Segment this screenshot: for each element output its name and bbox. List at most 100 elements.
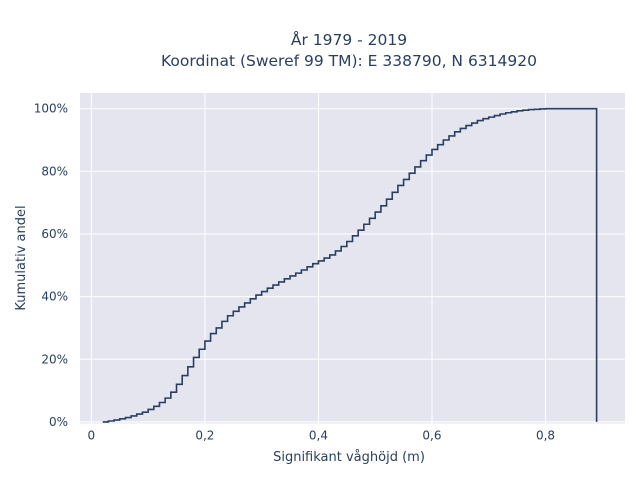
data-point <box>136 414 137 415</box>
data-point <box>511 111 512 112</box>
data-point <box>437 144 438 145</box>
data-point <box>358 230 359 231</box>
data-point <box>250 298 251 299</box>
data-point <box>471 122 472 123</box>
data-point <box>454 131 455 132</box>
y-tick-label: 100% <box>34 102 68 116</box>
data-point <box>289 275 290 276</box>
data-point <box>318 260 319 261</box>
data-point <box>443 139 444 140</box>
data-point <box>193 357 194 358</box>
y-tick-label: 40% <box>41 290 68 304</box>
data-point <box>494 115 495 116</box>
data-point <box>397 185 398 186</box>
data-point <box>306 266 307 267</box>
tick-labels: 0 0,2 0,4 0,6 0,8 0% 20% 40% 60% 80% 100% <box>34 102 555 443</box>
data-point <box>352 235 353 236</box>
x-tick-label: 0,6 <box>422 429 441 443</box>
data-point <box>528 109 529 110</box>
data-point <box>392 192 393 193</box>
data-point <box>522 110 523 111</box>
data-point <box>119 418 120 419</box>
data-point <box>482 118 483 119</box>
data-point <box>176 384 177 385</box>
data-point <box>165 398 166 399</box>
data-point <box>341 246 342 247</box>
data-point <box>573 108 574 109</box>
data-point <box>278 281 279 282</box>
data-point <box>170 392 171 393</box>
chart-subtitle: Koordinat (Sweref 99 TM): E 338790, N 63… <box>161 52 537 70</box>
data-point <box>403 179 404 180</box>
data-point <box>500 113 501 114</box>
data-point <box>153 406 154 407</box>
data-point <box>448 135 449 136</box>
data-point <box>233 311 234 312</box>
x-tick-label: 0 <box>88 429 96 443</box>
data-point <box>267 288 268 289</box>
data-point <box>187 366 188 367</box>
data-point <box>414 166 415 167</box>
data-point <box>568 108 569 109</box>
data-point <box>272 284 273 285</box>
y-axis-title: Kumulativ andel <box>14 205 29 310</box>
data-point <box>505 112 506 113</box>
data-point <box>295 273 296 274</box>
data-point <box>460 128 461 129</box>
data-point <box>108 420 109 421</box>
data-point <box>409 173 410 174</box>
x-tick-label: 0,4 <box>309 429 328 443</box>
data-point <box>386 199 387 200</box>
y-tick-label: 60% <box>41 227 68 241</box>
data-point <box>329 254 330 255</box>
data-point <box>130 415 131 416</box>
data-point <box>182 375 183 376</box>
data-point <box>579 108 580 109</box>
data-point <box>142 412 143 413</box>
series-layer <box>102 107 598 423</box>
data-point <box>125 417 126 418</box>
data-point <box>335 250 336 251</box>
data-point <box>431 149 432 150</box>
data-point <box>148 409 149 410</box>
data-point <box>238 306 239 307</box>
data-point <box>204 341 205 342</box>
data-point <box>539 108 540 109</box>
data-point <box>420 160 421 161</box>
x-tick-label: 0,2 <box>195 429 214 443</box>
data-point <box>426 154 427 155</box>
plot-area <box>80 93 625 424</box>
data-point <box>244 302 245 303</box>
chart-title: År 1979 - 2019 <box>291 30 407 49</box>
data-point <box>346 241 347 242</box>
y-tick-label: 20% <box>41 352 68 366</box>
data-point <box>545 108 546 109</box>
data-point <box>380 205 381 206</box>
data-point <box>199 349 200 350</box>
data-point <box>216 327 217 328</box>
y-tick-label: 0% <box>49 415 68 429</box>
y-tick-label: 80% <box>41 164 68 178</box>
data-point <box>255 294 256 295</box>
x-tick-label: 0,8 <box>536 429 555 443</box>
x-axis-title: Signifikant våghöjd (m) <box>273 450 425 465</box>
data-point <box>465 125 466 126</box>
data-point <box>556 108 557 109</box>
data-point <box>210 333 211 334</box>
data-point <box>324 257 325 258</box>
data-point <box>159 402 160 403</box>
data-point <box>562 108 563 109</box>
data-point <box>312 263 313 264</box>
data-point <box>113 419 114 420</box>
data-point <box>284 278 285 279</box>
data-point <box>227 315 228 316</box>
data-point <box>517 110 518 111</box>
data-point <box>261 291 262 292</box>
data-point <box>221 321 222 322</box>
series-line <box>102 107 598 423</box>
data-point <box>369 218 370 219</box>
data-point <box>551 108 552 109</box>
data-point <box>534 109 535 110</box>
